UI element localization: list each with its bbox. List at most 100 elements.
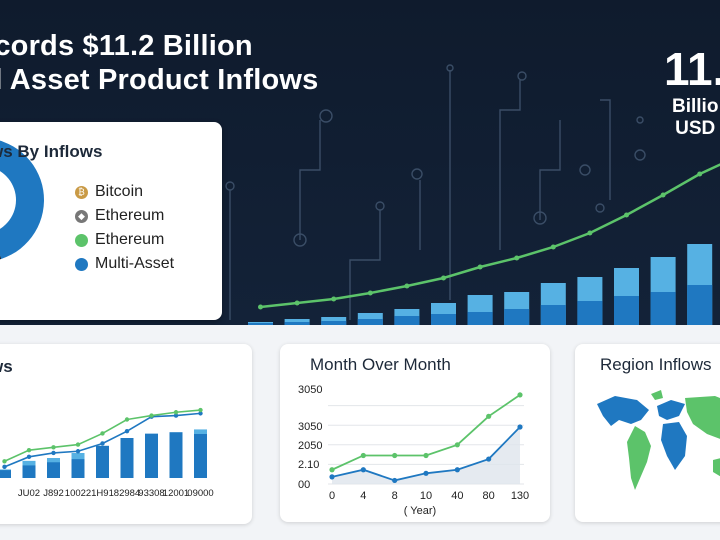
hero-bar-base: [650, 292, 676, 325]
hero-bar-chart: [248, 163, 720, 325]
map-north-america: [597, 396, 649, 426]
trend-point: [331, 296, 337, 302]
mini-line-point: [75, 449, 81, 454]
mini-line-point: [26, 454, 32, 460]
mini-x-tick: JU02: [18, 488, 40, 499]
mini-line-point: [51, 445, 56, 450]
trend-point: [697, 171, 703, 177]
map-asia: [685, 396, 720, 439]
donut-slice: [0, 140, 44, 259]
mini-x-tick: 82984: [114, 488, 140, 499]
hero-bar-base: [687, 285, 713, 325]
donut-slice: [0, 255, 2, 260]
mini-line-point: [198, 411, 203, 416]
legend-item: Ethereum: [75, 228, 174, 252]
trend-point: [294, 300, 300, 306]
mom-x-tick: 130: [511, 490, 529, 502]
world-map: [597, 390, 720, 490]
trend-line: [260, 163, 720, 309]
mini-x-tick: 09000: [187, 488, 213, 499]
map-greenland: [651, 390, 663, 400]
mom-y-tick: 2.10: [298, 459, 319, 471]
mini-line-point: [2, 459, 7, 464]
mom-point: [329, 467, 335, 473]
mom-y-tick: 3050: [298, 384, 322, 396]
mini-line-point: [2, 464, 7, 470]
mini-bar-base: [0, 470, 11, 478]
mom-point: [454, 442, 460, 448]
ethereum-icon: ◆: [75, 209, 88, 223]
region-inflows-card: Region Inflows: [575, 344, 720, 522]
mom-point: [360, 467, 366, 473]
mini-line-point: [100, 431, 105, 436]
hero-bar-base: [467, 312, 493, 325]
mom-x-tick: 80: [483, 490, 495, 502]
mini-bar-base: [96, 445, 109, 478]
mini-line-point: [100, 441, 105, 446]
headline-line-2: al Asset Product Inflows: [0, 64, 319, 96]
hero-bar-base: [321, 321, 347, 325]
trend-point: [587, 230, 593, 236]
mom-y-tick: 00: [298, 479, 310, 491]
mom-card-title: Month Over Month: [310, 355, 451, 374]
trend-point: [404, 283, 410, 289]
donut-chart: [0, 140, 44, 260]
mini-line-point: [173, 413, 179, 418]
mini-bar-base: [145, 433, 158, 478]
legend-label: Ethereum: [95, 207, 165, 224]
mom-point: [329, 474, 335, 480]
mini-bar-base: [71, 459, 85, 478]
hero-bar-base: [394, 316, 420, 325]
headline-line-1: ecords $11.2 Billion: [0, 30, 253, 62]
circuit-decoration: [225, 64, 646, 320]
trend-point: [660, 192, 666, 198]
legend-item: ◆ Ethereum: [75, 204, 174, 228]
map-south-america: [627, 426, 651, 490]
mini-x-tick: 12001: [163, 488, 189, 499]
trend-point: [441, 275, 446, 281]
mini-line-point: [198, 407, 203, 413]
map-australia: [713, 458, 720, 477]
hero-banner: ecords $11.2 Billion al Asset Product In…: [0, 0, 720, 325]
headline-unit-line-1: Billio: [672, 96, 719, 117]
mini-bar-base: [194, 434, 207, 478]
mom-x-tick: 40: [451, 490, 463, 502]
hero-bar-base: [614, 296, 639, 325]
trend-point: [477, 264, 483, 270]
inflows-donut-card: ws By Inflows ₿ Bitcoin ◆ Ethereum Ethereum M…: [0, 122, 222, 320]
flows-card-title: ws: [0, 357, 13, 376]
bitcoin-icon: ₿: [75, 185, 88, 199]
hero-bar-base: [504, 309, 530, 325]
legend-item: Multi-Asset: [75, 252, 174, 276]
mom-point: [392, 452, 398, 459]
mini-x-tick: 1H91: [91, 488, 114, 499]
mini-line-point: [75, 442, 81, 447]
mom-point: [517, 424, 523, 430]
headline-amount: 11.: [664, 43, 720, 95]
mini-bar-base: [120, 438, 134, 478]
mini-line-point: [124, 429, 130, 434]
mini-bar-base: [47, 462, 60, 478]
trend-point: [550, 244, 556, 250]
legend-label: Multi-Asset: [95, 255, 175, 272]
hero-bar-base: [248, 323, 273, 325]
hero-bar-base: [357, 319, 383, 325]
mom-x-tick: 4: [360, 490, 366, 502]
mom-x-tick: 8: [392, 490, 398, 502]
mom-x-tick: 0: [329, 490, 335, 502]
mom-point: [423, 470, 429, 476]
map-africa: [661, 422, 687, 470]
trend-point: [258, 304, 263, 310]
mom-point: [486, 413, 492, 419]
mom-point: [423, 452, 429, 459]
donut-legend: ₿ Bitcoin ◆ Ethereum Ethereum Multi-Asset: [75, 180, 174, 276]
region-card-title: Region Inflows: [600, 355, 712, 374]
mom-point: [392, 477, 398, 484]
hero-bar-base: [540, 305, 566, 325]
mini-bar-base: [22, 465, 36, 478]
hero-bar-base: [284, 322, 310, 325]
mom-area: [332, 426, 520, 484]
mini-x-tick: J892: [43, 488, 64, 499]
legend-swatch: [75, 233, 88, 247]
